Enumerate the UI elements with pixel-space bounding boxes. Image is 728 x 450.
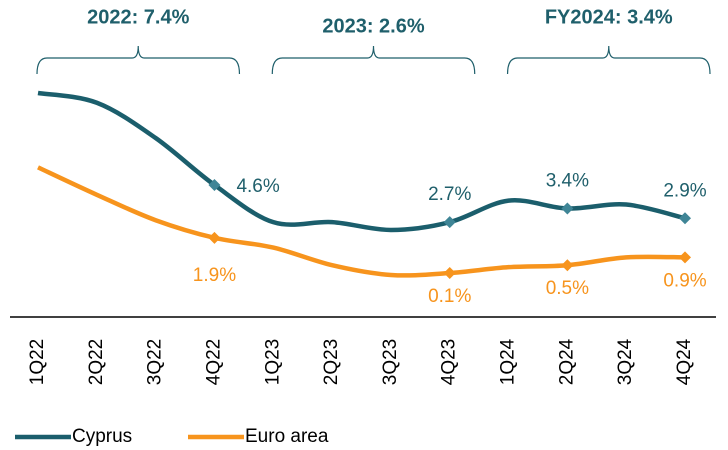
x-tick-label: 1Q22: [27, 339, 48, 385]
marker: [443, 267, 456, 280]
x-tick-label: 3Q23: [380, 339, 401, 385]
x-tick-label: 3Q22: [145, 339, 166, 385]
value-label: 0.9%: [663, 270, 706, 291]
annotation: FY2024: 3.4%: [545, 6, 673, 28]
value-label: 3.4%: [546, 170, 589, 191]
marker: [679, 212, 691, 225]
annotation: 2022: 7.4%: [87, 6, 190, 28]
annotation: 2023: 2.6%: [322, 15, 425, 37]
bracket: [506, 45, 711, 75]
marker: [561, 202, 574, 215]
x-tick-label: 3Q24: [615, 338, 636, 385]
x-tick-label: 4Q24: [674, 338, 695, 385]
marker: [561, 259, 574, 272]
value-label: 2.7%: [428, 184, 471, 205]
value-label: 0.5%: [546, 278, 589, 299]
value-label: 0.1%: [428, 286, 471, 307]
value-label: 4.6%: [236, 176, 279, 197]
x-tick-label: 2Q22: [86, 339, 107, 385]
bracket: [36, 45, 241, 75]
legend-label: Euro area: [245, 426, 329, 447]
marker: [443, 216, 456, 229]
bracket: [271, 45, 476, 75]
value-label: 2.9%: [663, 180, 706, 201]
legend-label: Cyprus: [72, 426, 132, 447]
x-tick-label: 4Q22: [203, 339, 224, 385]
marker: [208, 231, 221, 244]
x-tick-label: 2Q23: [321, 339, 342, 385]
marker: [679, 251, 691, 264]
marker: [208, 178, 221, 191]
x-tick-label: 1Q24: [498, 338, 519, 385]
value-label: 1.9%: [193, 265, 236, 286]
x-tick-label: 2Q24: [556, 338, 577, 385]
x-tick-label: 4Q23: [439, 339, 460, 385]
x-tick-label: 1Q23: [262, 339, 283, 385]
